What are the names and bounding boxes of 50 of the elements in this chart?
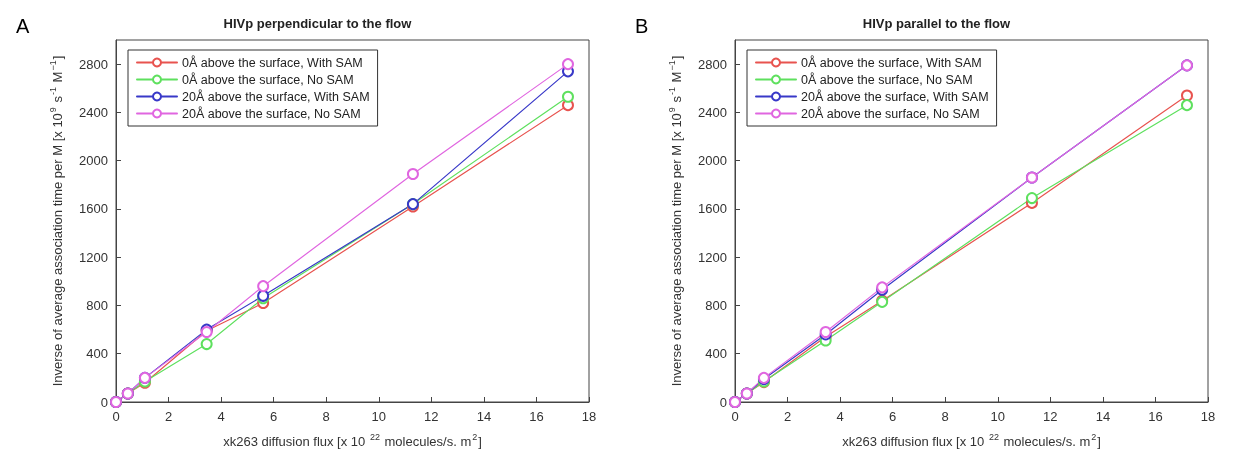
- y-tick-label: 400: [86, 346, 108, 362]
- chart-title: HIVp perpendicular to the flow: [223, 16, 413, 31]
- y-tick-label: 1600: [79, 201, 108, 217]
- x-tick-label: 6: [270, 409, 278, 424]
- y-tick-label: 2400: [79, 104, 108, 120]
- x-tick-label: 18: [581, 409, 597, 424]
- y-tick-label: 2000: [698, 153, 727, 169]
- x-tick-label: 18: [1200, 409, 1216, 424]
- legend-label: 0Å above the surface, With SAM: [182, 54, 363, 70]
- x-tick-label: 14: [476, 409, 492, 424]
- y-tick-label: 800: [86, 297, 108, 313]
- x-tick-label: 12: [424, 409, 439, 424]
- legend-label: 0Å above the surface, No SAM: [182, 71, 354, 87]
- x-tick-label: 16: [529, 409, 544, 424]
- x-tick-label: 2: [164, 409, 173, 424]
- text: B: [635, 15, 649, 37]
- x-tick-label: 8: [322, 409, 330, 424]
- x-tick-label: 10: [990, 409, 1006, 424]
- x-tick-label: 2: [783, 409, 792, 424]
- y-tick-label: 0: [100, 394, 108, 410]
- legend-label: 20Å above the surface, No SAM: [182, 105, 361, 121]
- x-tick-label: 8: [941, 409, 949, 424]
- y-tick-label: 400: [705, 346, 727, 362]
- x-tick-label: 10: [371, 409, 387, 424]
- y-axis-title: Inverse of average association time per M [x 109 s-1 M−1]: [666, 55, 684, 387]
- legend-label: 0Å above the surface, No SAM: [801, 71, 973, 87]
- x-tick-label: 6: [889, 409, 897, 424]
- x-tick-label: 4: [836, 409, 844, 424]
- y-tick-label: 2000: [79, 153, 108, 169]
- x-tick-label: 16: [1148, 409, 1163, 424]
- y-tick-label: 2800: [79, 56, 108, 72]
- x-tick-label: 14: [1095, 409, 1111, 424]
- legend-label: 20Å above the surface, With SAM: [182, 88, 370, 104]
- y-tick-label: 1600: [698, 201, 727, 217]
- y-axis-title: Inverse of average association time per M [x 109 s-1 M−1]: [47, 55, 65, 387]
- y-tick-label: 2400: [698, 104, 727, 120]
- y-tick-label: 0: [719, 394, 727, 410]
- chart-title: HIVp parallel to the flow: [862, 16, 1012, 31]
- legend-label: 20Å above the surface, With SAM: [801, 88, 989, 104]
- x-tick-label: 12: [1043, 409, 1058, 424]
- legend-label: 20Å above the surface, No SAM: [801, 105, 980, 121]
- legend-label: 0Å above the surface, With SAM: [801, 54, 982, 70]
- y-tick-label: 1200: [79, 249, 108, 265]
- x-tick-label: 0: [112, 409, 120, 424]
- x-tick-label: 4: [217, 409, 225, 424]
- y-tick-label: 800: [705, 297, 727, 313]
- y-tick-label: 2800: [698, 56, 727, 72]
- text: A: [16, 15, 30, 37]
- x-tick-label: 0: [731, 409, 739, 424]
- y-tick-label: 1200: [698, 249, 727, 265]
